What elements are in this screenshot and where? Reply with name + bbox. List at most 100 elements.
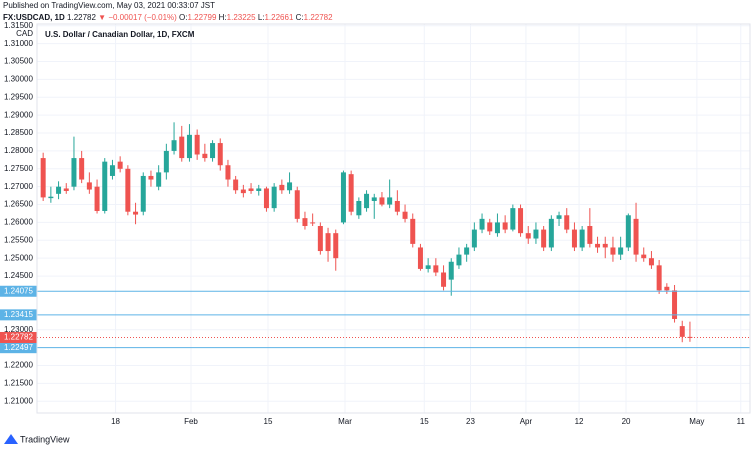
body xyxy=(79,158,85,180)
body xyxy=(210,143,216,159)
x-tick-label: 12 xyxy=(575,417,584,426)
body xyxy=(179,136,185,159)
low-label: L: xyxy=(258,13,265,22)
body xyxy=(364,193,370,209)
body xyxy=(656,265,662,291)
body xyxy=(171,140,177,151)
body xyxy=(156,172,162,187)
body xyxy=(502,222,508,230)
y-tick-label: 1.21500 xyxy=(4,378,33,387)
body xyxy=(448,261,454,280)
body xyxy=(595,243,601,248)
y-tick-label: 1.30500 xyxy=(4,57,33,66)
body xyxy=(233,179,239,191)
body xyxy=(602,243,608,248)
body xyxy=(279,184,285,191)
level-label: 1.22497 xyxy=(4,343,33,352)
body xyxy=(133,211,139,215)
x-tick-label: 18 xyxy=(111,417,120,426)
body xyxy=(194,134,200,155)
body xyxy=(356,200,362,216)
chart-title: U.S. Dollar / Canadian Dollar, 1D, FXCM xyxy=(45,30,195,39)
body xyxy=(348,174,354,212)
y-tick-label: 1.26000 xyxy=(4,218,33,227)
body xyxy=(433,265,439,273)
y-tick-label: 1.23000 xyxy=(4,325,33,334)
body xyxy=(256,188,262,191)
body xyxy=(340,172,346,223)
body xyxy=(641,254,647,259)
body xyxy=(248,188,254,191)
level-label: 1.24075 xyxy=(4,286,33,295)
body xyxy=(302,218,308,227)
y-unit: CAD xyxy=(16,29,33,38)
body xyxy=(587,226,593,244)
x-tick-label: 23 xyxy=(466,417,475,426)
body xyxy=(417,247,423,269)
body xyxy=(610,247,616,255)
body xyxy=(579,229,585,248)
x-tick-label: Feb xyxy=(184,417,198,426)
body xyxy=(94,186,100,211)
unit-bg xyxy=(0,29,36,40)
x-tick-label: Mar xyxy=(338,417,352,426)
y-tick-label: 1.31000 xyxy=(4,39,33,48)
body xyxy=(71,158,77,187)
y-tick-label: 1.29500 xyxy=(4,92,33,101)
body xyxy=(464,247,470,255)
last-price-badge xyxy=(0,331,37,343)
y-tick-label: 1.22000 xyxy=(4,361,33,370)
x-tick-label: 20 xyxy=(622,417,631,426)
body xyxy=(102,161,108,211)
y-tick-label: 1.28000 xyxy=(4,146,33,155)
brand: TradingView xyxy=(20,434,70,444)
body xyxy=(163,150,169,173)
logo: TradingView xyxy=(4,434,70,444)
candles xyxy=(40,122,693,343)
low-value: 1.22661 xyxy=(264,13,293,22)
body xyxy=(379,197,385,205)
body xyxy=(148,175,154,180)
body xyxy=(63,188,69,191)
body xyxy=(310,222,316,224)
body xyxy=(117,161,123,169)
body xyxy=(387,197,393,205)
x-tick-label: Apr xyxy=(520,417,533,426)
body xyxy=(56,186,62,194)
x-tick-label: May xyxy=(689,417,704,426)
close-label: C: xyxy=(296,13,304,22)
body xyxy=(618,247,624,255)
body xyxy=(294,190,300,219)
body xyxy=(317,226,323,252)
close-value: 1.22782 xyxy=(304,13,333,22)
grid xyxy=(37,24,750,413)
y-tick-label: 1.29000 xyxy=(4,110,33,119)
body xyxy=(571,229,577,248)
body xyxy=(371,197,377,201)
high-label: H: xyxy=(219,13,227,22)
body xyxy=(633,218,639,255)
body xyxy=(564,215,570,230)
body xyxy=(664,286,670,291)
body xyxy=(287,182,293,191)
body xyxy=(494,222,500,234)
overlay: 1.31500 1.31000 1.30500 1.30000 1.29500 1.290… xyxy=(0,21,750,426)
body xyxy=(325,233,331,252)
x-tick-label: 15 xyxy=(264,417,273,426)
body xyxy=(263,188,269,209)
level-badge xyxy=(0,309,37,321)
y-tick-label: 1.21000 xyxy=(4,396,33,405)
level-label: 1.23415 xyxy=(4,310,33,319)
body xyxy=(679,326,685,337)
body xyxy=(672,290,678,319)
body xyxy=(518,208,524,234)
body xyxy=(548,218,554,248)
y-tick-label: 1.26500 xyxy=(4,200,33,209)
level-badge xyxy=(0,342,37,354)
body xyxy=(240,189,246,194)
y-tick-label: 1.24500 xyxy=(4,271,33,280)
y-tick-label: 1.27000 xyxy=(4,182,33,191)
body xyxy=(271,186,277,209)
x-tick-label: 15 xyxy=(420,417,429,426)
body xyxy=(140,175,146,212)
